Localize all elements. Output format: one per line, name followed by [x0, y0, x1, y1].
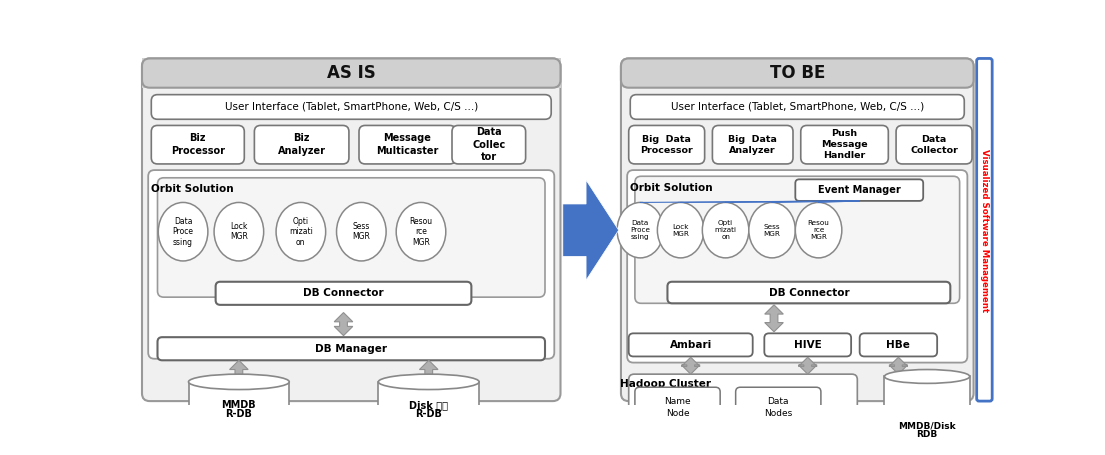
FancyBboxPatch shape: [151, 95, 551, 119]
Ellipse shape: [276, 202, 326, 261]
Text: Sess
MGR: Sess MGR: [764, 224, 780, 237]
Bar: [189, 382, 290, 416]
FancyBboxPatch shape: [151, 126, 244, 164]
Text: User Interface (Tablet, SmartPhone, Web, C/S ...): User Interface (Tablet, SmartPhone, Web,…: [671, 102, 924, 112]
FancyBboxPatch shape: [359, 126, 456, 164]
Text: Disk 기반: Disk 기반: [409, 400, 449, 410]
Text: Data
Proce
ssing: Data Proce ssing: [172, 217, 193, 247]
Text: HIVE: HIVE: [793, 340, 822, 350]
Text: Data
Collec
tor: Data Collec tor: [472, 127, 505, 162]
Text: Big  Data
Analyzer: Big Data Analyzer: [728, 135, 777, 155]
Polygon shape: [334, 313, 352, 336]
Ellipse shape: [189, 409, 290, 424]
FancyBboxPatch shape: [158, 178, 545, 297]
FancyBboxPatch shape: [215, 282, 472, 305]
Ellipse shape: [189, 374, 290, 389]
Polygon shape: [562, 180, 619, 280]
Text: Sess
MGR: Sess MGR: [352, 222, 370, 242]
Ellipse shape: [337, 202, 386, 261]
Text: DB Manager: DB Manager: [315, 344, 387, 354]
Ellipse shape: [214, 202, 264, 261]
Text: Lock
MGR: Lock MGR: [230, 222, 248, 242]
Text: Data
Collector: Data Collector: [911, 135, 958, 155]
Text: RDB: RDB: [916, 430, 938, 440]
Ellipse shape: [397, 202, 445, 261]
Ellipse shape: [884, 369, 970, 384]
Text: Orbit Solution: Orbit Solution: [151, 184, 233, 194]
Text: DB Connector: DB Connector: [769, 288, 850, 298]
FancyBboxPatch shape: [143, 58, 560, 88]
Text: Ambari: Ambari: [670, 340, 712, 350]
Polygon shape: [682, 357, 699, 374]
Text: Lock
MGR: Lock MGR: [672, 224, 690, 237]
Ellipse shape: [378, 374, 480, 389]
Ellipse shape: [749, 202, 796, 258]
Text: User Interface (Tablet, SmartPhone, Web, C/S ...): User Interface (Tablet, SmartPhone, Web,…: [224, 102, 477, 112]
FancyBboxPatch shape: [667, 282, 950, 303]
FancyBboxPatch shape: [801, 126, 888, 164]
Ellipse shape: [703, 202, 749, 258]
Bar: [884, 376, 970, 415]
Text: R-DB: R-DB: [415, 409, 442, 419]
Text: Event Manager: Event Manager: [818, 185, 901, 195]
Bar: [143, 58, 560, 88]
FancyBboxPatch shape: [635, 176, 959, 303]
FancyBboxPatch shape: [254, 126, 349, 164]
Text: Resou
rce
MGR: Resou rce MGR: [808, 220, 830, 240]
FancyBboxPatch shape: [736, 387, 821, 427]
FancyBboxPatch shape: [765, 334, 851, 356]
Text: R-DB: R-DB: [225, 409, 252, 419]
Text: Resou
rce
MGR: Resou rce MGR: [410, 217, 432, 247]
FancyBboxPatch shape: [158, 337, 545, 360]
Bar: [378, 382, 480, 416]
Ellipse shape: [884, 408, 970, 422]
Ellipse shape: [796, 202, 842, 258]
Text: AS IS: AS IS: [327, 64, 376, 82]
Text: Biz
Processor: Biz Processor: [171, 133, 224, 156]
Text: TO BE: TO BE: [769, 64, 825, 82]
Text: MMDB: MMDB: [222, 400, 256, 410]
Text: Orbit Solution: Orbit Solution: [630, 183, 713, 193]
Text: Message
Multicaster: Message Multicaster: [376, 133, 439, 156]
FancyBboxPatch shape: [148, 170, 555, 359]
FancyBboxPatch shape: [860, 334, 937, 356]
FancyBboxPatch shape: [621, 58, 974, 401]
Text: Name
Node: Name Node: [664, 397, 691, 418]
FancyBboxPatch shape: [629, 334, 753, 356]
Polygon shape: [890, 357, 907, 374]
FancyBboxPatch shape: [713, 126, 793, 164]
Text: Visualized Software Management: Visualized Software Management: [980, 149, 989, 312]
Polygon shape: [799, 357, 817, 374]
FancyBboxPatch shape: [629, 126, 705, 164]
Ellipse shape: [378, 409, 480, 424]
Text: Data
Nodes: Data Nodes: [765, 397, 792, 418]
Text: Opti
mizati
on: Opti mizati on: [715, 220, 737, 240]
Text: DB Connector: DB Connector: [303, 288, 383, 298]
Ellipse shape: [657, 202, 704, 258]
FancyBboxPatch shape: [628, 170, 967, 363]
Text: Push
Message
Handler: Push Message Handler: [821, 129, 867, 160]
Text: Opti
mizati
on: Opti mizati on: [288, 217, 313, 247]
FancyBboxPatch shape: [977, 58, 992, 401]
Polygon shape: [765, 305, 783, 332]
FancyBboxPatch shape: [796, 179, 923, 201]
Polygon shape: [420, 360, 438, 386]
FancyBboxPatch shape: [896, 126, 972, 164]
Ellipse shape: [158, 202, 208, 261]
Text: HBe: HBe: [886, 340, 911, 350]
Text: Data
Proce
ssing: Data Proce ssing: [630, 220, 651, 240]
FancyBboxPatch shape: [629, 374, 857, 434]
Ellipse shape: [617, 202, 664, 258]
FancyBboxPatch shape: [630, 95, 965, 119]
Text: Big  Data
Processor: Big Data Processor: [640, 135, 693, 155]
Text: Hadoop Cluster: Hadoop Cluster: [620, 379, 712, 389]
FancyBboxPatch shape: [143, 58, 560, 401]
Polygon shape: [230, 360, 249, 386]
Text: Biz
Analyzer: Biz Analyzer: [277, 133, 326, 156]
FancyBboxPatch shape: [452, 126, 526, 164]
FancyBboxPatch shape: [635, 387, 720, 427]
FancyBboxPatch shape: [621, 58, 974, 88]
Text: MMDB/Disk: MMDB/Disk: [898, 421, 956, 430]
